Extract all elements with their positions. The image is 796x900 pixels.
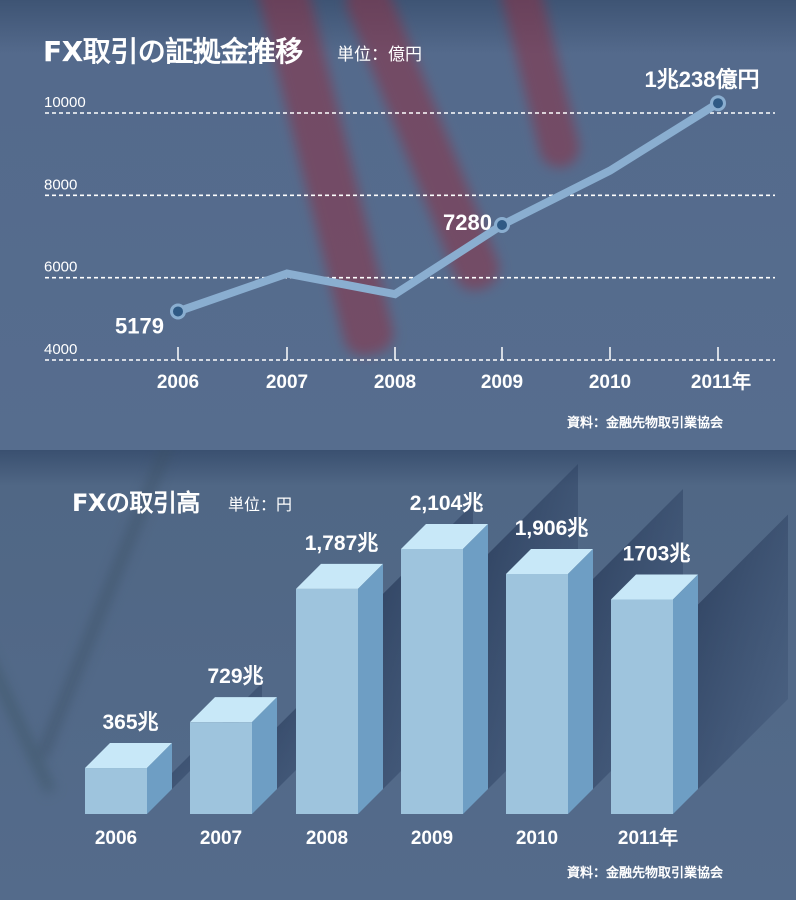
y-tick-label: 8000 [44, 176, 77, 193]
bar-side [463, 524, 488, 814]
bar-front [611, 599, 673, 814]
bar-value-label: 2,104兆 [410, 492, 484, 515]
x-tick-label: 2010 [516, 828, 558, 849]
data-point-marker [494, 216, 510, 233]
unit-label: 単位：億円 [337, 45, 422, 65]
bar-side [673, 574, 698, 814]
unit-label: 単位：円 [228, 495, 293, 514]
data-label: 1兆238億円 [645, 67, 760, 92]
x-tick-label: 2010 [589, 372, 631, 393]
trading-volume-panel: FXの取引高 単位：円 365兆 2006 729兆 2007 1,787兆 2008 2,… [0, 450, 796, 900]
bar-value-label: 729兆 [207, 665, 263, 688]
data-label: 5179 [115, 313, 164, 338]
x-tick-label: 2008 [306, 828, 348, 849]
bar-top [611, 574, 698, 600]
data-point-marker [710, 95, 726, 112]
bar-front [506, 573, 568, 814]
x-tick-label: 2007 [200, 828, 242, 849]
source-label: 資料：金融先物取引業協会 [567, 416, 724, 431]
bar-value-label: 1,906兆 [515, 517, 589, 540]
y-tick-label: 4000 [44, 341, 77, 358]
bar-front [296, 588, 358, 814]
bar-side [358, 563, 383, 814]
x-tick-label: 2006 [95, 828, 137, 849]
x-tick-label: 2009 [481, 372, 523, 393]
bar-value-label: 1,787兆 [305, 532, 379, 555]
bar-shadow [698, 514, 788, 789]
x-tick-label: 2011年 [691, 370, 751, 393]
data-point-marker [170, 303, 186, 320]
bar-side [568, 548, 593, 814]
bar-chart: 365兆 2006 729兆 2007 1,787兆 2008 2,104兆 2009 1,90… [85, 464, 788, 849]
chart-title: FXの取引高 [72, 489, 200, 517]
bar-value-label: 1703兆 [623, 543, 691, 566]
data-line [176, 99, 721, 316]
bar-side [147, 743, 172, 814]
x-tick-label: 2006 [157, 372, 199, 393]
y-tick-label: 6000 [44, 259, 77, 276]
x-tick-label: 2007 [266, 372, 308, 393]
chart-title: FX取引の証拠金推移 [43, 35, 303, 68]
data-label: 7280 [443, 210, 492, 235]
x-tick-label: 2008 [374, 372, 416, 393]
source-label: 資料：金融先物取引業協会 [567, 866, 724, 881]
bar-top [296, 563, 383, 589]
bar-top [401, 524, 488, 549]
bar-top [506, 548, 593, 574]
bar-front [401, 549, 463, 814]
bar-value-label: 365兆 [102, 711, 158, 734]
line-chart: 4000 6000 8000 10000 2006 2007 2008 2009 2010 201… [44, 67, 775, 393]
y-tick-label: 10000 [44, 94, 86, 111]
x-tick-label: 2009 [411, 828, 453, 849]
bar-top [190, 697, 277, 723]
bar-side [252, 697, 277, 814]
bar-top [85, 743, 172, 769]
margin-trend-panel: FX取引の証拠金推移 単位：億円 4000 6000 8000 10000 2006 20… [0, 0, 796, 450]
x-tick-label: 2011年 [618, 826, 678, 849]
bar-front [190, 722, 252, 814]
bar-front [85, 768, 147, 814]
